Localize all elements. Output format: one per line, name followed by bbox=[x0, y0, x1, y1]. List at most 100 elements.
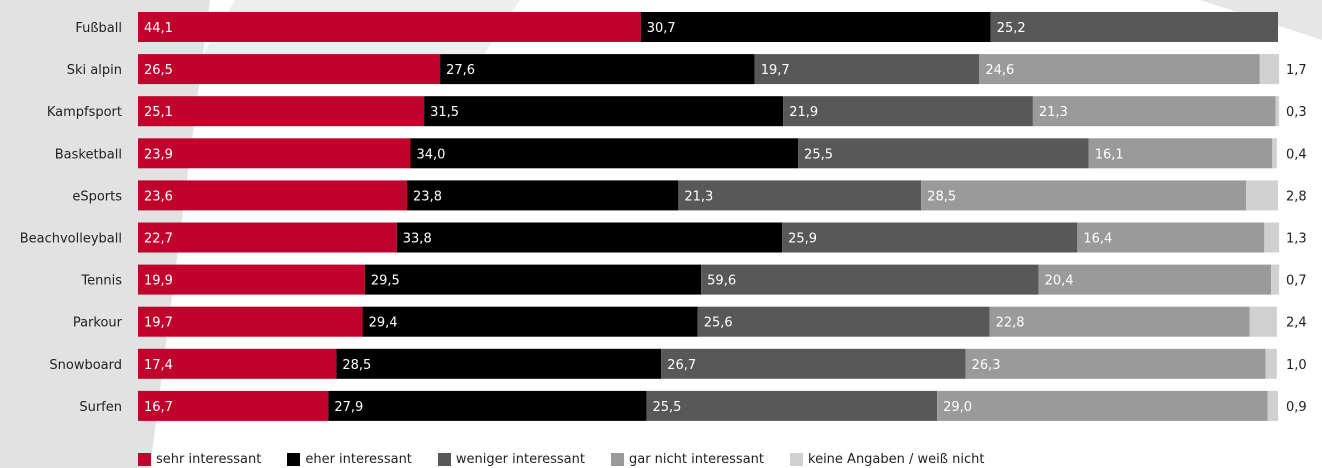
data-label: 0,7 bbox=[1286, 274, 1307, 289]
data-label: 26,5 bbox=[144, 63, 173, 78]
legend-swatch bbox=[437, 453, 451, 466]
bar-segment bbox=[1271, 264, 1280, 295]
bar-segment bbox=[138, 222, 397, 253]
bar-segment bbox=[640, 12, 991, 42]
data-label: 21,3 bbox=[1039, 105, 1068, 120]
bar-segment bbox=[782, 222, 1078, 253]
data-label: 30,7 bbox=[647, 21, 676, 36]
legend-item: keine Angaben / weiß nicht bbox=[790, 452, 984, 467]
data-label: 20,4 bbox=[1045, 274, 1074, 289]
bar-segment bbox=[937, 390, 1268, 421]
data-label: 16,4 bbox=[1083, 232, 1112, 247]
bar-segment bbox=[362, 306, 698, 337]
bar-segment bbox=[364, 264, 702, 295]
bar-segment bbox=[921, 180, 1247, 211]
legend-item: weniger interessant bbox=[437, 452, 585, 467]
data-label: 26,7 bbox=[667, 358, 696, 373]
bar-segment bbox=[965, 348, 1266, 379]
category-label: Parkour bbox=[73, 316, 123, 331]
bar-segment bbox=[1275, 96, 1280, 127]
data-label: 26,3 bbox=[972, 358, 1001, 373]
data-label: 16,7 bbox=[144, 400, 173, 415]
legend: sehr interessant eher interessant weniger … bbox=[138, 451, 984, 468]
data-label: 25,9 bbox=[788, 232, 817, 247]
bar-segment bbox=[138, 306, 363, 337]
data-label: 22,7 bbox=[144, 232, 173, 247]
data-label: 23,6 bbox=[144, 189, 173, 204]
data-label: 23,8 bbox=[413, 189, 442, 204]
legend-swatch bbox=[610, 453, 624, 466]
data-label: 31,5 bbox=[430, 105, 459, 120]
bar-segment bbox=[138, 54, 441, 85]
data-label: 44,1 bbox=[144, 21, 173, 36]
category-label: Basketball bbox=[55, 147, 122, 162]
data-label: 1,7 bbox=[1286, 63, 1307, 78]
data-label: 22,8 bbox=[996, 316, 1025, 331]
data-label: 19,7 bbox=[761, 63, 790, 78]
category-label: Kampfsport bbox=[47, 105, 122, 120]
bar-segment bbox=[1259, 54, 1280, 85]
data-label: 17,4 bbox=[144, 358, 173, 373]
data-label: 25,5 bbox=[804, 147, 833, 162]
bar-segment bbox=[1267, 390, 1278, 421]
data-label: 25,5 bbox=[652, 400, 681, 415]
category-label: Snowboard bbox=[49, 358, 122, 373]
bar-segment bbox=[138, 138, 411, 169]
category-label: eSports bbox=[72, 189, 122, 204]
data-label: 34,0 bbox=[416, 147, 445, 162]
data-label: 29,4 bbox=[369, 316, 398, 331]
data-label: 2,8 bbox=[1286, 189, 1307, 204]
data-label: 25,2 bbox=[997, 21, 1026, 36]
bar-segment bbox=[138, 12, 641, 42]
legend-label: keine Angaben / weiß nicht bbox=[808, 452, 985, 467]
bar-segment bbox=[138, 96, 425, 127]
bar-segment bbox=[990, 12, 1278, 42]
data-label: 0,4 bbox=[1286, 147, 1307, 162]
bar-segment bbox=[1265, 348, 1277, 379]
legend-item: eher interessant bbox=[287, 452, 412, 467]
data-label: 1,3 bbox=[1286, 232, 1307, 247]
category-label: Fußball bbox=[75, 21, 122, 36]
data-label: 25,1 bbox=[144, 105, 173, 120]
bar-segment bbox=[138, 390, 329, 421]
data-label: 19,9 bbox=[144, 274, 173, 289]
bar-segment bbox=[701, 264, 1039, 295]
data-label: 28,5 bbox=[342, 358, 371, 373]
data-label: 29,0 bbox=[943, 400, 972, 415]
bar-segment bbox=[1032, 96, 1276, 127]
bar-segment bbox=[754, 54, 980, 85]
bar-segment bbox=[407, 180, 679, 211]
legend-label: gar nicht interessant bbox=[628, 452, 764, 467]
data-label: 16,1 bbox=[1095, 147, 1124, 162]
bar-segment bbox=[424, 96, 784, 127]
bar-segment bbox=[1264, 222, 1280, 253]
bar-segment bbox=[440, 54, 755, 85]
data-label: 24,6 bbox=[985, 63, 1014, 78]
data-label: 2,4 bbox=[1286, 316, 1307, 331]
legend-swatch bbox=[138, 453, 151, 466]
bar-segment bbox=[410, 138, 799, 169]
bar-segment bbox=[646, 390, 938, 421]
bar-segment bbox=[783, 96, 1033, 127]
bar-segment bbox=[1038, 264, 1272, 295]
legend-item: gar nicht interessant bbox=[610, 452, 764, 467]
legend-label: eher interessant bbox=[305, 452, 412, 467]
data-label: 21,3 bbox=[684, 189, 713, 204]
data-label: 25,6 bbox=[704, 316, 733, 331]
bar-segment bbox=[328, 390, 647, 421]
data-label: 59,6 bbox=[707, 274, 736, 289]
bar-segment bbox=[138, 180, 408, 211]
bar-segment bbox=[1249, 306, 1277, 337]
bar-segment bbox=[979, 54, 1260, 85]
legend-label: weniger interessant bbox=[455, 452, 585, 467]
bar-segment bbox=[989, 306, 1250, 337]
data-label: 19,7 bbox=[144, 316, 173, 331]
bar-segment bbox=[661, 348, 966, 379]
bar-segment bbox=[138, 348, 337, 379]
legend-swatch bbox=[287, 453, 301, 466]
data-label: 0,3 bbox=[1286, 105, 1307, 120]
data-label: 27,6 bbox=[446, 63, 475, 78]
bar-segment bbox=[138, 264, 365, 295]
data-label: 28,5 bbox=[927, 189, 956, 204]
